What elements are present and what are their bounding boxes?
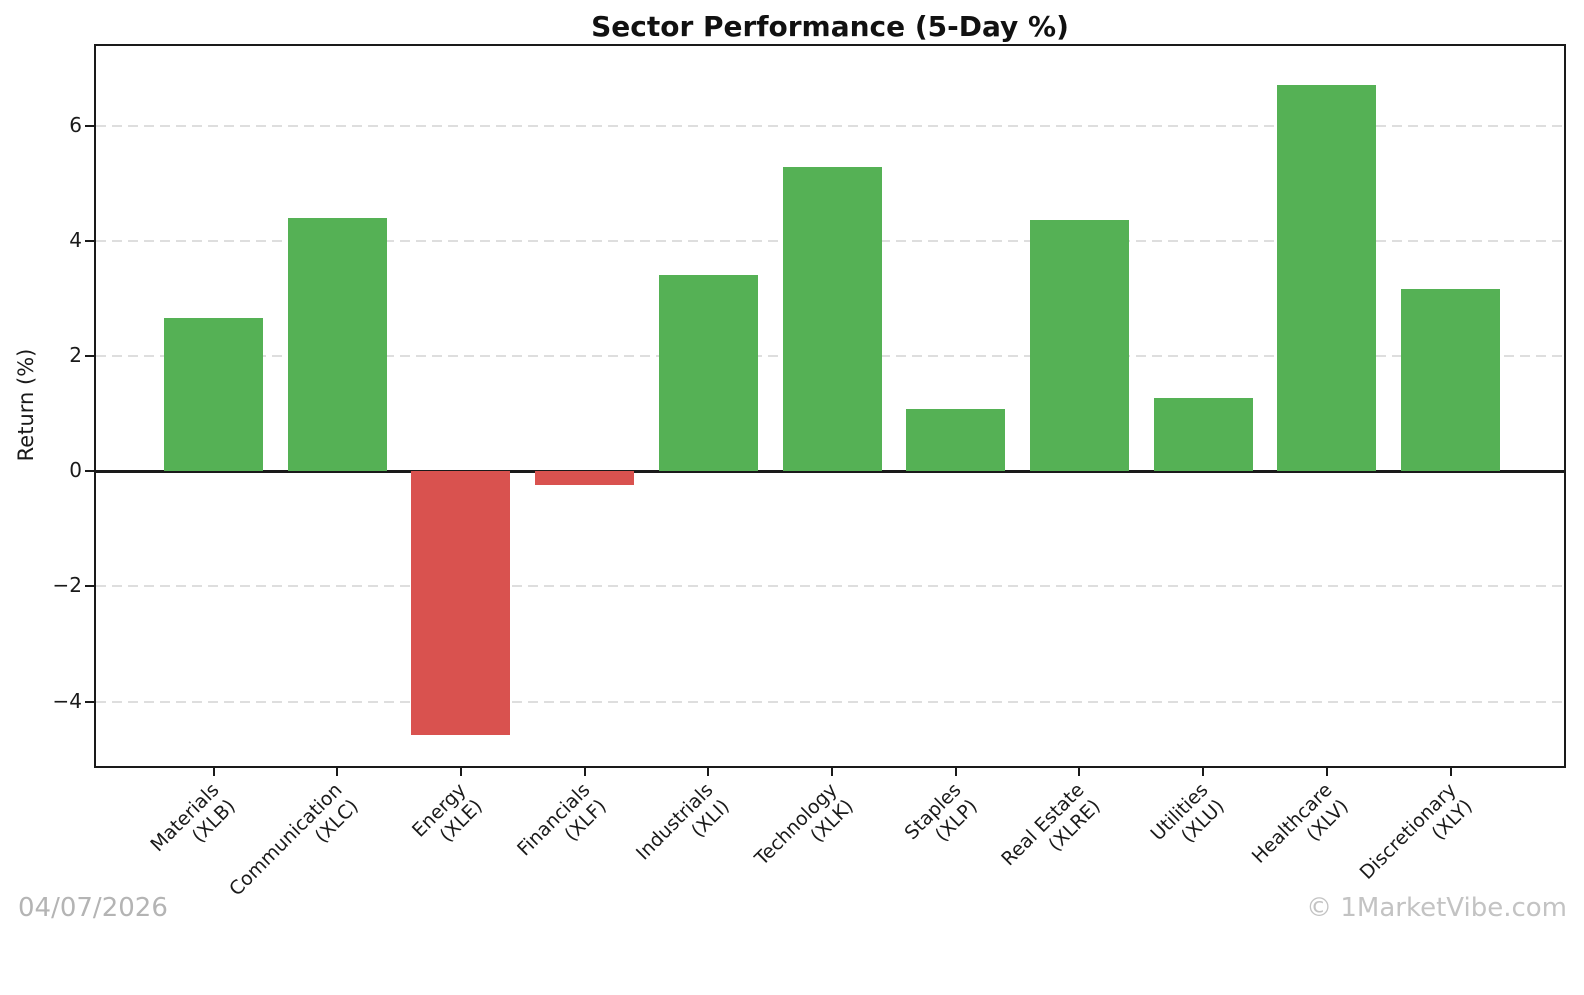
bar-XLP [906, 409, 1006, 472]
bar-XLV [1277, 85, 1377, 472]
bar-XLU [1153, 398, 1253, 472]
bar-XLE [411, 471, 511, 736]
y-tick-label: 0 [69, 458, 82, 483]
chart-title: Sector Performance (5-Day %) [591, 10, 1069, 43]
y-tick-label: −2 [52, 573, 82, 598]
bar-XLF [535, 471, 635, 486]
grid-line [96, 125, 1564, 127]
watermark: © 1MarketVibe.com [1306, 893, 1567, 923]
x-tick-mark [336, 768, 339, 776]
y-tick-label: 4 [69, 228, 82, 253]
bar-XLY [1401, 288, 1500, 472]
bar-XLB [164, 318, 263, 472]
x-tick-mark [1078, 768, 1081, 776]
zero-line [96, 469, 1564, 473]
x-tick-mark [707, 768, 710, 776]
bar-XLC [287, 218, 387, 472]
bar-XLRE [1029, 220, 1129, 472]
grid-line [96, 585, 1564, 588]
x-tick-mark [583, 768, 586, 776]
y-tick-label: 6 [69, 113, 82, 137]
x-tick-mark [954, 768, 957, 776]
x-tick-mark [1325, 768, 1328, 776]
x-tick-mark [831, 768, 833, 776]
y-tick-mark [85, 125, 94, 127]
x-tick-mark [1449, 768, 1452, 776]
x-tick-mark [212, 768, 215, 776]
x-tick-mark [459, 768, 462, 776]
sector-performance-chart: Sector Performance (5-Day %) Return (%) … [14, 10, 1567, 923]
y-tick-mark [85, 240, 94, 243]
grid-line [96, 700, 1564, 703]
y-tick-mark [85, 470, 94, 473]
bar-XLI [658, 275, 758, 472]
plot-area [94, 44, 1566, 768]
y-tick-mark [85, 355, 94, 358]
x-tick-mark [1202, 768, 1205, 776]
y-tick-mark [85, 700, 94, 703]
y-tick-label: 2 [69, 343, 82, 368]
y-tick-mark [85, 585, 94, 588]
bar-XLK [782, 166, 882, 472]
y-tick-label: −4 [52, 688, 82, 713]
date-label: 04/07/2026 [18, 893, 168, 923]
